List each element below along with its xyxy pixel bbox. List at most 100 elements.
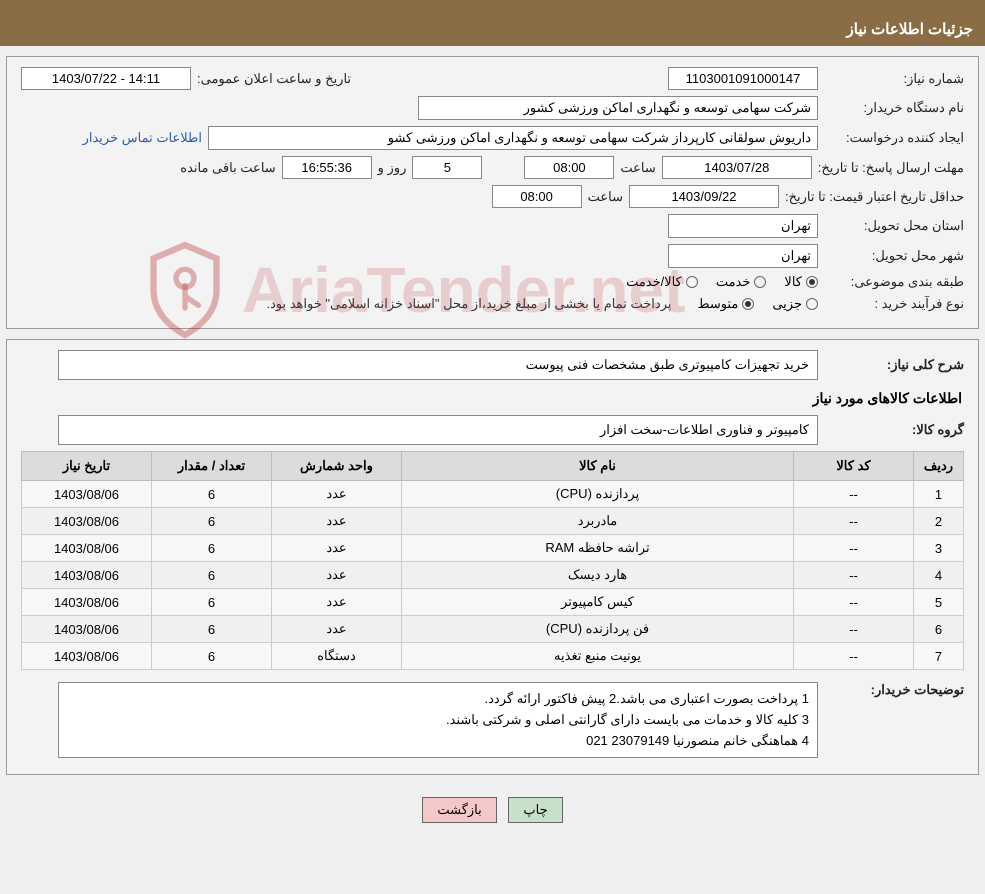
radio-medium[interactable]: متوسط — [697, 296, 754, 312]
table-cell: یونیت منبع تغذیه — [402, 643, 794, 670]
table-cell: 1403/08/06 — [22, 589, 152, 616]
table-row: 5--کیس کامپیوترعدد61403/08/06 — [22, 589, 964, 616]
table-cell: -- — [794, 589, 914, 616]
table-cell: 6 — [152, 643, 272, 670]
print-button[interactable]: چاپ — [508, 797, 562, 823]
process-radio-group: جزیی متوسط — [697, 296, 818, 312]
table-cell: 6 — [152, 508, 272, 535]
need-panel: شرح کلی نیاز: خرید تجهیزات کامپیوتری طبق… — [6, 339, 979, 775]
row-province: استان محل تحویل: تهران — [21, 214, 964, 238]
table-cell: -- — [794, 643, 914, 670]
table-cell: عدد — [272, 589, 402, 616]
buyer-note-line: 4 هماهنگی خانم منصورنیا 23079149 021 — [67, 731, 809, 752]
radio-minor[interactable]: جزیی — [772, 296, 818, 312]
table-cell: 6 — [152, 616, 272, 643]
radio-icon — [806, 276, 818, 288]
table-cell: -- — [794, 562, 914, 589]
table-cell: عدد — [272, 616, 402, 643]
top-accent-bar — [0, 0, 985, 12]
page-title: جزئیات اطلاعات نیاز — [847, 21, 974, 38]
form-panel: شماره نیاز: 1103001091000147 تاریخ و ساع… — [6, 56, 979, 329]
need-no-label: شماره نیاز: — [824, 71, 964, 87]
table-cell: -- — [794, 481, 914, 508]
remaining-word: ساعت باقی مانده — [180, 160, 275, 176]
validity-time-field: 08:00 — [492, 185, 582, 208]
deadline-time-field: 08:00 — [524, 156, 614, 179]
province-label: استان محل تحویل: — [824, 218, 964, 234]
table-cell: -- — [794, 535, 914, 562]
table-cell: دستگاه — [272, 643, 402, 670]
city-label: شهر محل تحویل: — [824, 248, 964, 264]
table-cell: 6 — [152, 481, 272, 508]
table-cell: 5 — [914, 589, 964, 616]
radio-icon — [806, 298, 818, 310]
table-row: 2--مادربردعدد61403/08/06 — [22, 508, 964, 535]
table-cell: 4 — [914, 562, 964, 589]
buyer-org-field: شرکت سهامی توسعه و نگهداری اماکن ورزشی ک… — [418, 96, 818, 120]
table-cell: 1403/08/06 — [22, 616, 152, 643]
radio-icon — [742, 298, 754, 310]
time-remaining-field: 16:55:36 — [282, 156, 372, 179]
table-cell: -- — [794, 616, 914, 643]
validity-label: حداقل تاریخ اعتبار قیمت: تا تاریخ: — [785, 189, 964, 205]
table-cell: پردازنده (CPU) — [402, 481, 794, 508]
th-unit: واحد شمارش — [272, 452, 402, 481]
row-need-number: شماره نیاز: 1103001091000147 تاریخ و ساع… — [21, 67, 964, 90]
th-row: ردیف — [914, 452, 964, 481]
table-cell: 1403/08/06 — [22, 562, 152, 589]
th-name: نام کالا — [402, 452, 794, 481]
table-cell: 1403/08/06 — [22, 643, 152, 670]
process-note: پرداخت تمام یا بخشی از مبلغ خرید،از محل … — [266, 296, 671, 312]
page-title-bar: جزئیات اطلاعات نیاز — [0, 12, 985, 46]
days-remaining-field: 5 — [412, 156, 482, 179]
buyer-note-line: 1 پرداخت بصورت اعتباری می باشد.2 پیش فاک… — [67, 689, 809, 710]
table-row: 4--هارد دیسکعدد61403/08/06 — [22, 562, 964, 589]
radio-both[interactable]: کالا/خدمت — [626, 274, 698, 290]
table-cell: مادربرد — [402, 508, 794, 535]
th-date: تاریخ نیاز — [22, 452, 152, 481]
announce-field: 14:11 - 1403/07/22 — [21, 67, 191, 90]
requester-label: ایجاد کننده درخواست: — [824, 130, 964, 146]
table-cell: 2 — [914, 508, 964, 535]
table-cell: 6 — [152, 562, 272, 589]
back-button[interactable]: بازگشت — [422, 797, 496, 823]
time-word-2: ساعت — [588, 189, 623, 205]
table-cell: عدد — [272, 481, 402, 508]
buyer-note-line: 3 کلیه کالا و خدمات می بایست دارای گاران… — [67, 710, 809, 731]
category-radio-group: کالا خدمت کالا/خدمت — [626, 274, 818, 290]
announce-label: تاریخ و ساعت اعلان عمومی: — [197, 71, 351, 87]
items-section-title: اطلاعات کالاهای مورد نیاز — [23, 390, 962, 407]
row-process-type: نوع فرآیند خرید : جزیی متوسط پرداخت تمام… — [21, 296, 964, 312]
table-cell: عدد — [272, 535, 402, 562]
need-no-field: 1103001091000147 — [668, 67, 818, 90]
buyer-contact-link[interactable]: اطلاعات تماس خریدار — [83, 130, 202, 146]
radio-goods[interactable]: کالا — [784, 274, 818, 290]
table-cell: فن پردازنده (CPU) — [402, 616, 794, 643]
table-row: 7--یونیت منبع تغذیهدستگاه61403/08/06 — [22, 643, 964, 670]
table-cell: عدد — [272, 508, 402, 535]
table-cell: 6 — [914, 616, 964, 643]
table-cell: تراشه حافظه RAM — [402, 535, 794, 562]
process-label: نوع فرآیند خرید : — [824, 296, 964, 312]
row-requester: ایجاد کننده درخواست: داریوش سولقانی کارپ… — [21, 126, 964, 150]
group-box: کامپیوتر و فناوری اطلاعات-سخت افزار — [58, 415, 818, 445]
buyer-notes-box: 1 پرداخت بصورت اعتباری می باشد.2 پیش فاک… — [58, 682, 818, 758]
need-desc-box: خرید تجهیزات کامپیوتری طبق مشخصات فنی پی… — [58, 350, 818, 380]
items-table: ردیف کد کالا نام کالا واحد شمارش تعداد /… — [21, 451, 964, 670]
requester-field: داریوش سولقانی کارپرداز شرکت سهامی توسعه… — [208, 126, 818, 150]
deadline-label: مهلت ارسال پاسخ: تا تاریخ: — [818, 160, 964, 176]
table-cell: عدد — [272, 562, 402, 589]
table-cell: 1 — [914, 481, 964, 508]
table-row: 1--پردازنده (CPU)عدد61403/08/06 — [22, 481, 964, 508]
need-desc-label: شرح کلی نیاز: — [824, 357, 964, 373]
radio-icon — [686, 276, 698, 288]
row-city: شهر محل تحویل: تهران — [21, 244, 964, 268]
row-category: طبقه بندی موضوعی: کالا خدمت کالا/خدمت — [21, 274, 964, 290]
th-code: کد کالا — [794, 452, 914, 481]
table-cell: هارد دیسک — [402, 562, 794, 589]
radio-icon — [754, 276, 766, 288]
radio-service[interactable]: خدمت — [716, 274, 767, 290]
row-need-desc: شرح کلی نیاز: خرید تجهیزات کامپیوتری طبق… — [21, 350, 964, 380]
group-label: گروه کالا: — [824, 422, 964, 438]
table-cell: 1403/08/06 — [22, 535, 152, 562]
